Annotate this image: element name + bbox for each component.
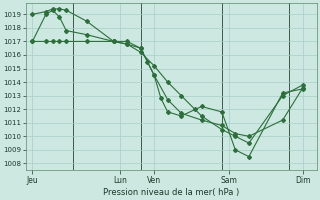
X-axis label: Pression niveau de la mer( hPa ): Pression niveau de la mer( hPa ) xyxy=(103,188,239,197)
